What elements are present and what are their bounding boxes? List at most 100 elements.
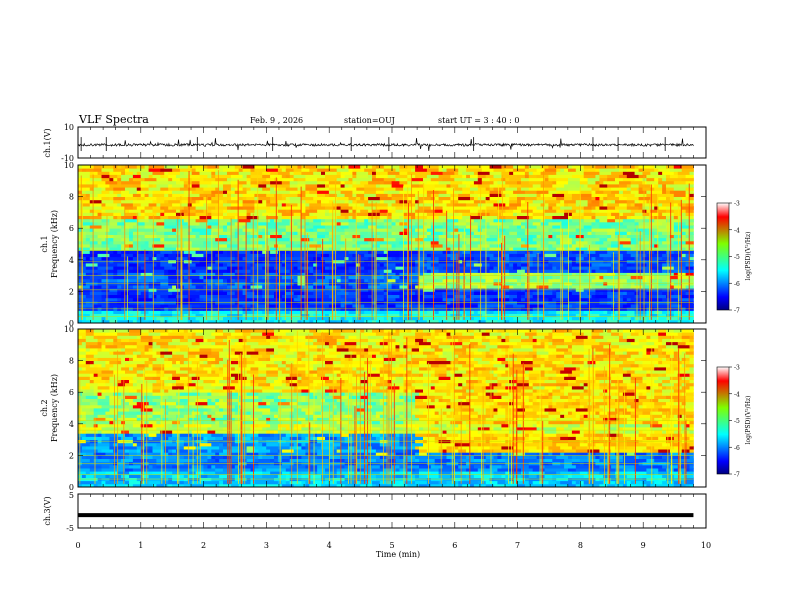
spectrogram-cell [203, 177, 216, 182]
spectrogram-cell [89, 247, 102, 251]
spectrogram-cell [540, 240, 545, 245]
spectrogram-cell [493, 266, 506, 270]
spectrogram-cell [497, 468, 510, 472]
spectrogram-cell [599, 209, 608, 213]
spectrogram-cell [505, 480, 510, 485]
spectrogram-cell [360, 266, 365, 270]
spectrogram-cell [152, 165, 165, 169]
spectrogram-cell [325, 180, 330, 185]
spectrogram-cell [587, 177, 600, 182]
spectrogram-cell [607, 209, 620, 213]
spectrogram-cell [132, 225, 146, 229]
spectrogram-cell [654, 244, 659, 248]
spectrogram-cell [375, 247, 389, 251]
spectrogram-cell [301, 234, 310, 239]
spectrogram-cell [207, 184, 212, 188]
spectrogram-cell [105, 193, 118, 197]
spectrogram-cell [615, 313, 620, 318]
spectrogram-cell [599, 171, 612, 175]
spectrogram-cell [270, 256, 279, 261]
spectrogram-cell [685, 480, 694, 485]
spectrogram-cell [152, 455, 165, 459]
spectrogram-cell [426, 180, 440, 185]
spectrogram-cell [258, 294, 263, 299]
spectrogram-cell [156, 256, 161, 261]
spectrogram-cell [571, 165, 585, 169]
spectrogram-cell [615, 285, 624, 289]
spectrogram-cell [571, 319, 585, 324]
spectrogram-cell [654, 180, 659, 185]
spectrogram-cell [183, 180, 192, 185]
spectrogram-cell [423, 313, 436, 318]
spectrogram-cell [305, 266, 314, 270]
spectrogram-cell [89, 275, 102, 280]
spectrogram-cell [501, 177, 506, 182]
spectrogram-cell [564, 464, 577, 469]
spectrogram-cell [332, 244, 345, 248]
spectrogram-cell [669, 199, 675, 204]
spectrogram-cell [223, 480, 232, 485]
spectrogram-cell [638, 196, 651, 201]
spectrogram-cell [611, 190, 620, 194]
spectrogram-cell [673, 177, 682, 182]
spectrogram-cell [689, 464, 694, 469]
spectrogram-cell [313, 474, 322, 478]
spectrogram-cell [583, 218, 596, 223]
spectrogram-cell [434, 196, 439, 201]
spectrogram-cell [466, 184, 471, 188]
spectrogram-cell [332, 240, 338, 245]
spectrogram-cell [513, 190, 526, 194]
spectrogram-cell [454, 221, 467, 226]
spectrogram-cell [634, 483, 647, 488]
spectrogram-cell [136, 244, 142, 248]
spectrogram-cell [332, 310, 338, 314]
spectrogram-cell [332, 256, 345, 261]
spectrogram-cell [344, 180, 353, 185]
spectrogram-cell [129, 263, 138, 267]
spectrogram-cell [317, 190, 330, 194]
spectrogram-cell [168, 215, 181, 220]
spectrogram-cell [152, 253, 157, 258]
spectrogram-cell [681, 199, 686, 204]
spectrogram-cell [97, 285, 102, 289]
spectrogram-cell [219, 474, 228, 478]
spectrogram-cell [517, 206, 526, 210]
spectrogram-cell [148, 240, 161, 245]
spectrogram-cell [579, 294, 592, 299]
spectrogram-cell [501, 316, 514, 321]
spectrogram-cell [536, 187, 545, 191]
spectrogram-cell [313, 278, 318, 283]
spectrogram-cell [301, 218, 310, 223]
spectrogram-cell [622, 171, 636, 175]
spectrogram-cell [336, 184, 341, 188]
spectrogram-cell [430, 193, 439, 197]
spectrogram-cell [607, 250, 612, 254]
spectrogram-cell [238, 275, 247, 280]
spectrogram-cell [113, 168, 126, 172]
spectrogram-cell [450, 215, 463, 220]
spectrogram-cell [611, 304, 620, 308]
spectrogram-cell [215, 319, 220, 324]
spectrogram-cell [383, 294, 389, 299]
spectrogram-cell [583, 480, 592, 485]
spectrogram-cell [379, 480, 388, 485]
spectrogram-cell [532, 250, 541, 254]
spectrogram-cell [438, 480, 447, 485]
spectrogram-cell [172, 168, 181, 172]
spectrogram-cell [599, 237, 604, 242]
spectrogram-cell [281, 471, 290, 475]
spectrogram-cell [85, 256, 91, 261]
spectrogram-cell [591, 240, 596, 245]
spectrogram-cell [568, 228, 577, 232]
spectrogram-cell [450, 272, 455, 276]
spectrogram-cell [289, 234, 302, 239]
spectrogram-cell [595, 171, 600, 175]
spectrogram-cell [281, 168, 287, 172]
spectrogram-cell [125, 480, 130, 485]
spectrogram-cell [136, 196, 145, 201]
spectrogram-cell [207, 221, 216, 226]
spectrogram-cell [368, 285, 381, 289]
spectrogram-cell [293, 206, 306, 210]
spectrogram-cell [387, 228, 396, 232]
spectrogram-cell [544, 468, 557, 472]
